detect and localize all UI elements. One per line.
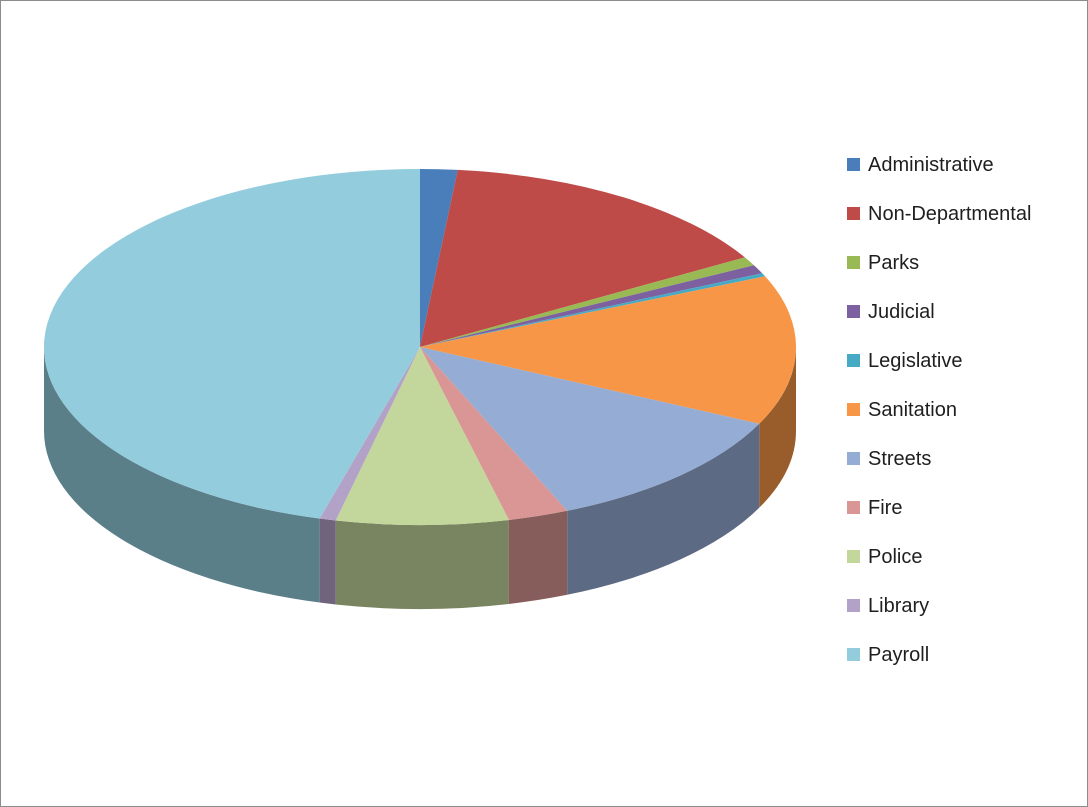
pie-slice-sanitation[interactable] [420,276,796,424]
pie-side-fire [508,510,568,604]
pie-side-streets [567,423,760,595]
legend-item: Police [847,543,1082,592]
pie-sides [44,347,796,609]
legend-label: Parks [868,252,920,274]
pie-slices [44,169,796,525]
pie-slice-judicial[interactable] [420,265,763,347]
legend-swatch [847,158,860,171]
legend-swatch [847,354,860,367]
legend-swatch [847,648,860,661]
legend-swatch [847,501,860,514]
pie-side-library [319,518,336,605]
legend-item: Non-Departmental [847,200,1082,249]
pie-slice-parks[interactable] [420,257,754,347]
pie-slice-non-departmental[interactable] [420,169,745,347]
legend-item: Parks [847,249,1082,298]
pie-slice-police[interactable] [335,347,509,525]
legend-item: Fire [847,494,1082,543]
legend-item: Judicial [847,298,1082,347]
pie-side-police [335,519,509,609]
pie-slice-streets[interactable] [420,347,760,511]
legend-item: Streets [847,445,1082,494]
legend-label: Fire [868,497,903,519]
legend-label: Legislative [868,350,963,372]
pie-slice-fire[interactable] [420,347,568,520]
legend: Administrative Non-Departmental Parks Judic… [847,151,1082,690]
legend-label: Streets [868,448,932,470]
legend-swatch [847,403,860,416]
legend-item: Sanitation [847,396,1082,445]
legend-item: Administrative [847,151,1082,200]
legend-label: Non-Departmental [868,203,1032,225]
legend-label: Judicial [868,301,935,323]
pie-side-payroll [44,347,320,603]
legend-label: Administrative [868,154,994,176]
pie-slice-payroll[interactable] [44,169,420,519]
legend-item: Payroll [847,641,1082,690]
pie-slice-legislative[interactable] [420,273,766,347]
legend-swatch [847,599,860,612]
legend-label: Payroll [868,644,930,666]
legend-item: Legislative [847,347,1082,396]
legend-swatch [847,207,860,220]
legend-swatch [847,305,860,318]
legend-item: Library [847,592,1082,641]
legend-label: Sanitation [868,399,957,421]
legend-swatch [847,256,860,269]
pie-slice-administrative[interactable] [420,169,458,347]
legend-swatch [847,550,860,563]
legend-label: Police [868,546,923,568]
pie-side-sanitation [759,347,796,508]
legend-swatch [847,452,860,465]
pie-slice-library[interactable] [319,347,420,521]
legend-label: Library [868,595,930,617]
